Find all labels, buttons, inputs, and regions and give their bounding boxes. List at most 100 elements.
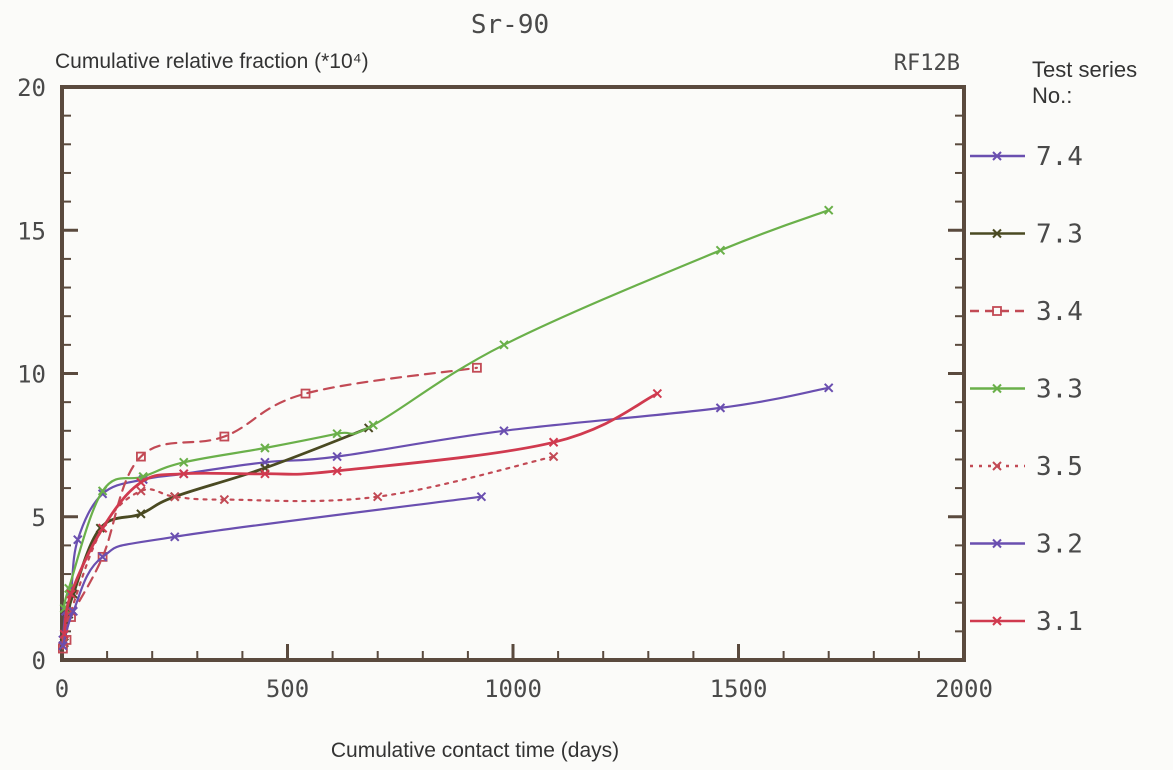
data-point xyxy=(548,437,559,447)
data-point xyxy=(170,532,180,542)
legend-item: 3.3 xyxy=(970,375,1083,405)
marker-stroke xyxy=(260,469,270,479)
marker-stroke xyxy=(260,443,270,453)
legend: 7.4 7.3 3.4 3.3 3.5 3.2 3.1 xyxy=(970,142,1083,637)
marker-stroke xyxy=(179,457,189,468)
marker-stroke xyxy=(138,471,148,482)
marker-stroke xyxy=(823,205,834,215)
data-point xyxy=(715,245,726,256)
legend-title-line: No.: xyxy=(1032,83,1072,108)
marker-stroke xyxy=(332,466,342,476)
series-3.3 xyxy=(59,205,834,614)
data-point xyxy=(548,451,559,462)
marker-stroke xyxy=(992,616,1002,626)
marker-stroke xyxy=(332,428,342,439)
marker-stroke xyxy=(476,491,487,502)
legend-item: 7.3 xyxy=(970,220,1083,250)
marker-stroke xyxy=(170,532,180,542)
legend-label: 7.3 xyxy=(1036,220,1083,250)
legend-marker xyxy=(992,228,1002,239)
legend-label: 3.2 xyxy=(1036,530,1083,560)
data-point xyxy=(136,451,146,462)
marker-stroke xyxy=(372,491,383,502)
series-line xyxy=(61,455,555,647)
marker-stroke xyxy=(992,228,1002,239)
marker-stroke xyxy=(136,509,146,519)
marker-stroke xyxy=(64,583,74,594)
marker-stroke xyxy=(66,589,76,599)
x-tick-label: 0 xyxy=(55,675,69,703)
x-tick-label: 2000 xyxy=(935,675,993,703)
data-point xyxy=(179,469,189,479)
marker-stroke xyxy=(368,420,378,430)
data-point xyxy=(97,523,108,533)
marker-stroke xyxy=(68,606,78,617)
marker-stroke xyxy=(97,523,108,533)
marker-stroke xyxy=(992,383,1002,394)
marker-stroke xyxy=(992,151,1002,161)
chart-title: Sr-90 xyxy=(471,10,549,40)
marker-stroke xyxy=(548,451,559,462)
y-axis-label: Cumulative relative fraction (*10⁴) xyxy=(55,50,369,73)
legend-item: 3.5 xyxy=(970,452,1083,482)
legend-item: 7.4 xyxy=(970,142,1083,172)
marker-stroke xyxy=(136,486,146,496)
data-point xyxy=(97,552,108,562)
marker-stroke xyxy=(97,552,108,562)
series-3.2 xyxy=(58,491,487,651)
marker-stroke xyxy=(715,245,726,256)
y-axis-ticks: 0 5 10 15 20 xyxy=(17,74,964,675)
corner-label: RF12B xyxy=(894,51,960,76)
marker-stroke xyxy=(548,437,559,447)
data-point xyxy=(219,494,230,505)
legend-title-line: Test series xyxy=(1032,57,1137,82)
legend-item: 3.1 xyxy=(970,607,1083,637)
y-tick-label: 15 xyxy=(17,217,46,245)
data-point xyxy=(823,383,834,393)
marker-stroke xyxy=(58,640,68,651)
marker-stroke xyxy=(59,629,69,639)
data-point xyxy=(97,486,108,496)
legend-marker xyxy=(992,538,1002,549)
y-tick-label: 0 xyxy=(32,647,46,675)
data-point xyxy=(499,340,509,350)
x-axis-ticks: 0 500 1000 1500 2000 xyxy=(55,644,993,703)
series-3.1 xyxy=(59,388,663,639)
x-axis-label: Cumulative contact time (days) xyxy=(331,739,619,762)
y-tick-label: 5 xyxy=(32,504,46,532)
legend-marker xyxy=(992,383,1002,394)
marker-stroke xyxy=(219,494,230,505)
legend-label: 3.1 xyxy=(1036,607,1083,637)
marker-stroke xyxy=(136,477,146,488)
marker-stroke xyxy=(179,469,189,479)
data-point xyxy=(97,551,108,562)
marker-stroke xyxy=(97,486,108,496)
legend-marker xyxy=(992,151,1002,161)
data-point xyxy=(300,388,311,399)
data-point xyxy=(472,362,482,373)
data-point xyxy=(136,477,146,488)
marker-stroke xyxy=(332,451,342,462)
marker-stroke xyxy=(170,491,180,502)
data-point xyxy=(170,491,180,502)
data-point xyxy=(68,606,78,617)
data-point xyxy=(179,457,189,468)
data-point xyxy=(715,403,726,413)
data-point xyxy=(332,428,342,439)
marker-stroke xyxy=(499,340,509,350)
series-line xyxy=(61,366,478,650)
data-point xyxy=(368,420,378,430)
x-tick-label: 500 xyxy=(266,675,309,703)
data-point xyxy=(260,443,270,453)
legend-label: 3.3 xyxy=(1036,375,1083,405)
data-point xyxy=(219,431,230,442)
marker-stroke xyxy=(992,461,1002,471)
marker-stroke xyxy=(823,383,834,393)
data-point xyxy=(652,388,663,399)
y-tick-label: 10 xyxy=(17,361,46,389)
data-point xyxy=(136,509,146,519)
legend-marker xyxy=(992,461,1002,471)
marker-stroke xyxy=(499,426,509,436)
